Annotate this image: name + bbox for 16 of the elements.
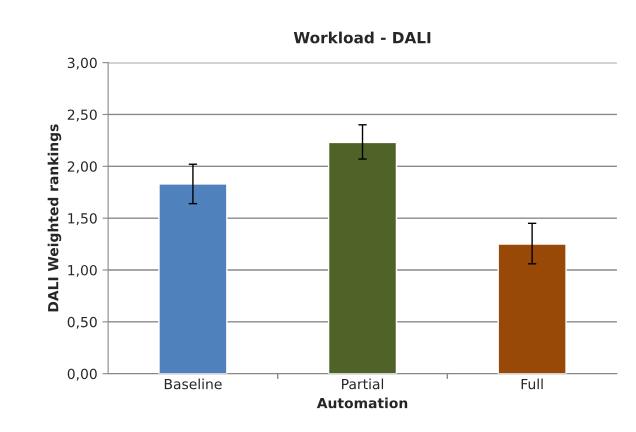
y-axis-title: DALI Weighted rankings [48, 124, 62, 312]
x-axis-title: Automation [316, 398, 408, 408]
x-tick-label: Full [522, 378, 543, 390]
y-tick-label: 1,00 [68, 264, 97, 277]
y-tick-label: 3,00 [68, 58, 97, 70]
y-tick-label: 2,00 [68, 161, 97, 174]
bar [498, 243, 567, 374]
chart-title: Workload - DALI [294, 32, 430, 44]
bar [158, 183, 228, 374]
y-tick-label: 1,50 [68, 213, 97, 226]
x-tick-label: Partial [342, 378, 384, 390]
y-tick-label: 0,50 [68, 316, 97, 329]
x-tick-label: Baseline [164, 378, 222, 390]
y-tick-label: 2,50 [68, 109, 97, 122]
y-tick-label: 0,00 [68, 368, 97, 381]
bar [328, 142, 398, 374]
